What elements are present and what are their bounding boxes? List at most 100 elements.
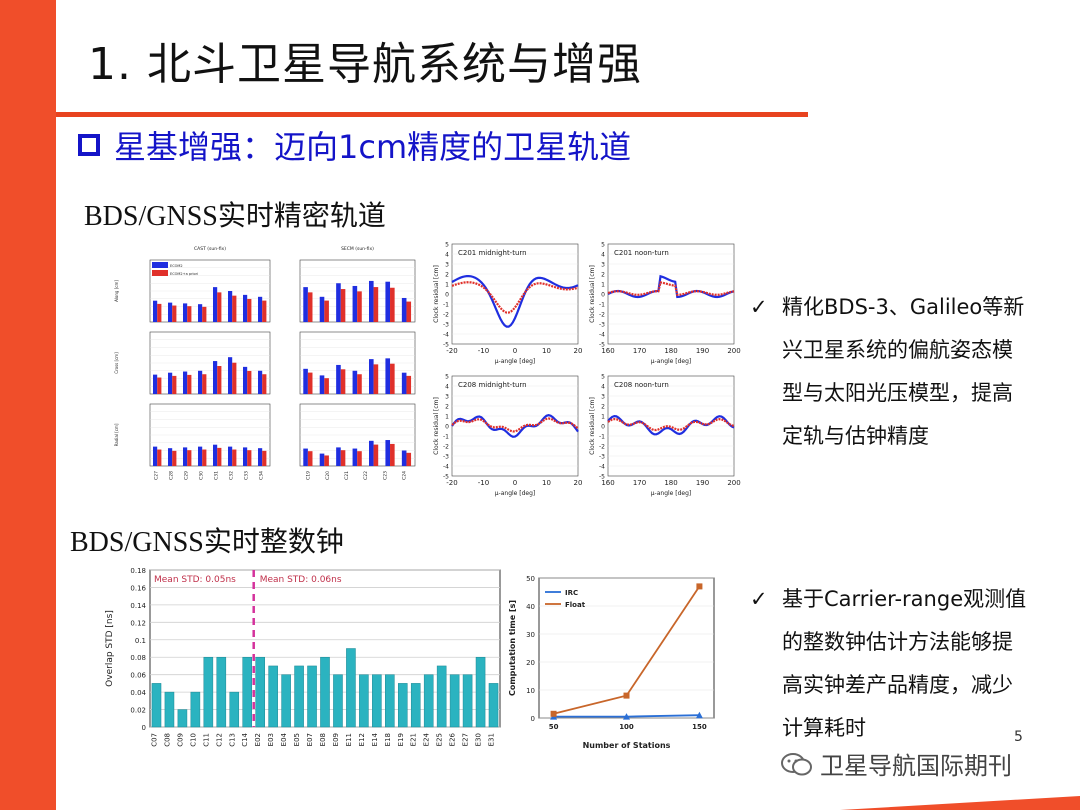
bar [340, 369, 346, 394]
bar [242, 656, 253, 728]
bar [198, 370, 203, 394]
bar [324, 300, 329, 322]
x-tick-label: C22 [363, 471, 369, 480]
check-icon: ✓ [750, 295, 768, 319]
bar [462, 674, 473, 728]
panel-title: SECM (sun-fix) [341, 246, 374, 252]
y-tick-label: -4 [599, 332, 605, 339]
y-tick-label: 0.12 [130, 619, 146, 627]
footer-logo: 卫星导航国际期刊 [780, 746, 1012, 781]
x-tick-label: C27 [154, 471, 160, 480]
bar [157, 303, 162, 322]
x-tick-label: E26 [449, 732, 457, 746]
bar [187, 306, 192, 322]
section-clock-heading: BDS/GNSS实时整数钟 [70, 527, 344, 558]
bar [202, 306, 207, 322]
x-tick-label: E25 [436, 733, 444, 746]
x-tick-label: E04 [280, 732, 288, 746]
bar [406, 452, 412, 466]
y-tick-label: 50 [526, 575, 535, 583]
y-tick-label: 0 [531, 715, 535, 723]
x-tick-label: 10 [542, 479, 551, 487]
x-tick-label: 10 [542, 347, 551, 355]
y-tick-label: 4 [601, 252, 605, 259]
y-tick-label: 0.1 [135, 637, 146, 645]
bar [232, 362, 237, 394]
bar [258, 448, 263, 466]
bar [228, 446, 233, 466]
bar [258, 296, 263, 322]
series-line [451, 417, 579, 433]
bar [324, 455, 329, 466]
x-tick-label: E05 [293, 733, 301, 746]
bar [406, 375, 412, 394]
y-tick-label: 4 [445, 252, 449, 259]
data-point [696, 583, 703, 590]
bar [168, 302, 173, 322]
y-tick-label: -5 [599, 474, 605, 481]
y-tick-label: 0 [445, 424, 449, 431]
bar [307, 451, 313, 466]
y-tick-label: -5 [599, 342, 605, 349]
bar [390, 363, 395, 394]
bar [352, 370, 358, 394]
bar [203, 656, 214, 728]
bar [373, 444, 379, 466]
x-tick-label: E19 [397, 733, 405, 746]
bar [202, 449, 207, 466]
bar [190, 691, 201, 728]
x-tick-label: 180 [664, 479, 677, 487]
bar [357, 291, 362, 322]
x-axis-label: μ-angle [deg] [651, 358, 692, 365]
y-tick-label: 3 [601, 394, 605, 401]
y-tick-label: 0.06 [130, 672, 146, 680]
y-tick-label: 0 [142, 724, 146, 732]
bar [346, 648, 356, 728]
x-tick-label: E27 [462, 733, 470, 746]
x-tick-label: C07 [150, 733, 158, 747]
corner-decoration [840, 796, 1080, 810]
bar [319, 453, 325, 466]
bar [243, 366, 248, 394]
bar [262, 374, 267, 394]
panel-title: CAST (sun-fix) [194, 246, 226, 252]
subtitle-text: 星基增强：迈向1cm精度的卫星轨道 [114, 128, 632, 166]
row-label: Radial [cm] [114, 423, 119, 446]
y-tick-label: -3 [443, 322, 449, 329]
section-orbit-heading: BDS/GNSS实时精密轨道 [84, 201, 386, 232]
x-tick-label: C20 [325, 471, 331, 480]
x-tick-label: 160 [601, 479, 614, 487]
x-tick-label: 50 [549, 723, 559, 731]
y-axis-label: Clock residual [cm] [433, 397, 440, 455]
y-tick-label: 0.16 [130, 584, 146, 592]
y-tick-label: -2 [599, 444, 605, 451]
slide-title: 1. 北斗卫星导航系统与增强 [88, 39, 642, 90]
y-tick-label: -1 [599, 302, 605, 309]
x-tick-label: 170 [633, 479, 646, 487]
accent-bar [0, 0, 56, 810]
bar [352, 448, 358, 466]
x-tick-label: C12 [215, 733, 223, 747]
bar [153, 300, 158, 322]
legend-label: ECOM2+a priori [170, 272, 198, 276]
bar [229, 691, 240, 728]
panel-title: C208 noon-turn [614, 381, 669, 389]
row-label: Along [cm] [114, 280, 119, 302]
bullet-orbit: ✓ 精化BDS-3、Galileo等新 兴卫星系统的偏航姿态模 型与太阳光压模型… [750, 286, 1024, 458]
x-tick-label: E30 [475, 733, 483, 746]
bar [281, 674, 291, 728]
bar [198, 446, 203, 466]
legend-swatch [152, 270, 168, 276]
x-tick-label: 100 [619, 723, 634, 731]
y-axis-label: Overlap STD [ns] [105, 610, 115, 687]
bar [303, 287, 308, 322]
bar [217, 366, 222, 394]
y-tick-label: -4 [443, 464, 449, 471]
bullet-clock: ✓ 基于Carrier-range观测值 的整数钟估计方法能够提 高实钟差产品精… [750, 578, 1026, 750]
x-tick-label: E07 [306, 733, 314, 746]
bar [336, 364, 341, 394]
y-tick-label: 2 [601, 272, 605, 279]
bar [258, 370, 263, 394]
x-tick-label: C30 [199, 471, 205, 480]
